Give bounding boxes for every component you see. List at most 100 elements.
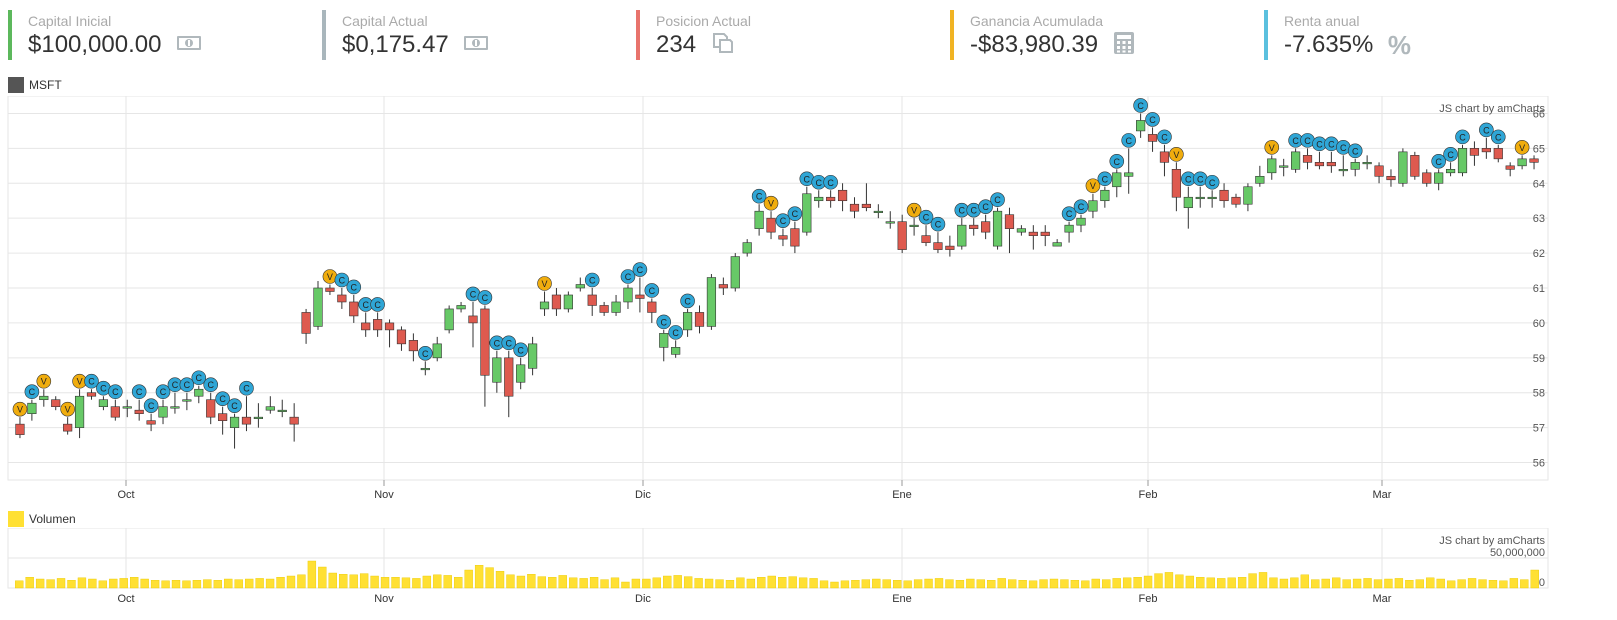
candle-body[interactable] [265, 406, 275, 411]
volume-bar[interactable] [307, 560, 317, 589]
volume-bar[interactable] [1269, 577, 1278, 589]
candle-body[interactable] [74, 395, 85, 428]
candle-body[interactable] [1016, 228, 1026, 233]
volume-bar[interactable] [88, 578, 97, 589]
volume-bar[interactable] [1488, 580, 1498, 589]
sell-marker[interactable] [1264, 140, 1280, 155]
volume-bar[interactable] [130, 577, 139, 589]
volume-bar[interactable] [255, 578, 264, 589]
volume-bar[interactable] [704, 578, 714, 589]
volume-bar[interactable] [1415, 579, 1424, 589]
candle-body[interactable] [1004, 214, 1015, 229]
volume-bar[interactable] [203, 579, 212, 589]
buy-marker[interactable] [1490, 129, 1506, 145]
volume-bar[interactable] [15, 580, 24, 589]
buy-marker[interactable] [1145, 112, 1160, 127]
volume-bar[interactable] [516, 575, 526, 589]
chart-credit[interactable]: JS chart by amCharts [1439, 103, 1545, 115]
buy-marker[interactable] [1431, 154, 1446, 169]
candle-body[interactable] [241, 416, 252, 425]
buy-marker[interactable] [584, 272, 600, 288]
candle-body[interactable] [253, 416, 263, 419]
candle-body[interactable] [27, 402, 37, 414]
volume-bar[interactable] [370, 575, 379, 589]
candle-body[interactable] [528, 343, 538, 369]
candle-body[interactable] [563, 294, 573, 310]
candle-body[interactable] [1124, 172, 1134, 177]
buy-marker[interactable] [1347, 143, 1363, 159]
buy-marker[interactable] [203, 377, 219, 393]
candle-body[interactable] [1410, 155, 1420, 177]
buy-marker[interactable] [501, 335, 517, 351]
candle-body[interactable] [170, 406, 180, 409]
candle-body[interactable] [229, 416, 240, 428]
candle-body[interactable] [504, 357, 514, 397]
candle-body[interactable] [492, 357, 502, 383]
volume-bar[interactable] [244, 578, 254, 589]
volume-bar[interactable] [506, 574, 515, 589]
candle-body[interactable] [790, 228, 800, 247]
volume-bar[interactable] [1279, 578, 1289, 589]
sell-marker[interactable] [36, 373, 52, 389]
buy-marker[interactable] [227, 398, 242, 413]
candle-body[interactable] [301, 312, 311, 334]
candle-body[interactable] [15, 423, 25, 435]
candle-body[interactable] [981, 221, 991, 233]
buy-marker[interactable] [1061, 206, 1077, 221]
volume-bar[interactable] [610, 577, 620, 589]
candle-body[interactable] [1183, 196, 1193, 209]
volume-bar[interactable] [652, 577, 661, 589]
candle-body[interactable] [516, 364, 526, 383]
volume-bar[interactable] [1143, 575, 1153, 589]
candle-body[interactable] [1517, 158, 1527, 167]
candle-body[interactable] [325, 287, 335, 292]
volume-bar[interactable] [1039, 579, 1048, 589]
candle-body[interactable] [1064, 224, 1074, 233]
volume-bar[interactable] [391, 577, 400, 589]
volume-bar[interactable] [1405, 580, 1414, 589]
candle-body[interactable] [110, 406, 120, 418]
candle-body[interactable] [1279, 165, 1289, 168]
candle-body[interactable] [1422, 172, 1432, 184]
volume-bar[interactable] [119, 578, 128, 589]
volume-bar[interactable] [328, 572, 337, 589]
candle-body[interactable] [575, 284, 585, 289]
candle-body[interactable] [909, 224, 919, 227]
candle-body[interactable] [1028, 231, 1038, 236]
candle-body[interactable] [1052, 242, 1062, 247]
candle-body[interactable] [39, 395, 49, 401]
volume-bar[interactable] [558, 575, 567, 589]
buy-marker[interactable] [108, 384, 123, 400]
candle-body[interactable] [1398, 151, 1408, 184]
volume-bar[interactable] [663, 575, 672, 589]
volume-bar[interactable] [987, 580, 996, 589]
candle-body[interactable] [706, 277, 717, 327]
volume-bar[interactable] [161, 580, 170, 589]
volume-bar[interactable] [1352, 578, 1362, 589]
volume-bar[interactable] [955, 580, 965, 589]
candle-body[interactable] [730, 256, 740, 289]
volume-bar[interactable] [798, 577, 808, 589]
candle-body[interactable] [63, 423, 73, 432]
volume-bar[interactable] [945, 579, 954, 589]
volume-bar[interactable] [297, 574, 306, 589]
candle-body[interactable] [1207, 196, 1217, 200]
volume-bar[interactable] [25, 577, 34, 589]
volume-bar[interactable] [1342, 579, 1351, 589]
volume-bar[interactable] [56, 578, 66, 589]
candle-body[interactable] [1338, 169, 1348, 172]
volume-bar[interactable] [1102, 579, 1111, 589]
volume-bar[interactable] [1070, 580, 1080, 589]
candle-body[interactable] [1505, 165, 1515, 170]
volume-bar[interactable] [1091, 578, 1100, 589]
candle-body[interactable] [337, 294, 347, 303]
candle-body[interactable] [1529, 158, 1539, 163]
volume-bar[interactable] [642, 578, 651, 589]
candle-body[interactable] [218, 413, 228, 421]
candle-body[interactable] [1493, 148, 1503, 160]
candle-body[interactable] [1386, 175, 1396, 181]
volume-bar[interactable] [1363, 578, 1372, 589]
candle-body[interactable] [444, 308, 454, 331]
volume-bar[interactable] [913, 579, 923, 589]
volume-bar[interactable] [1206, 577, 1215, 589]
